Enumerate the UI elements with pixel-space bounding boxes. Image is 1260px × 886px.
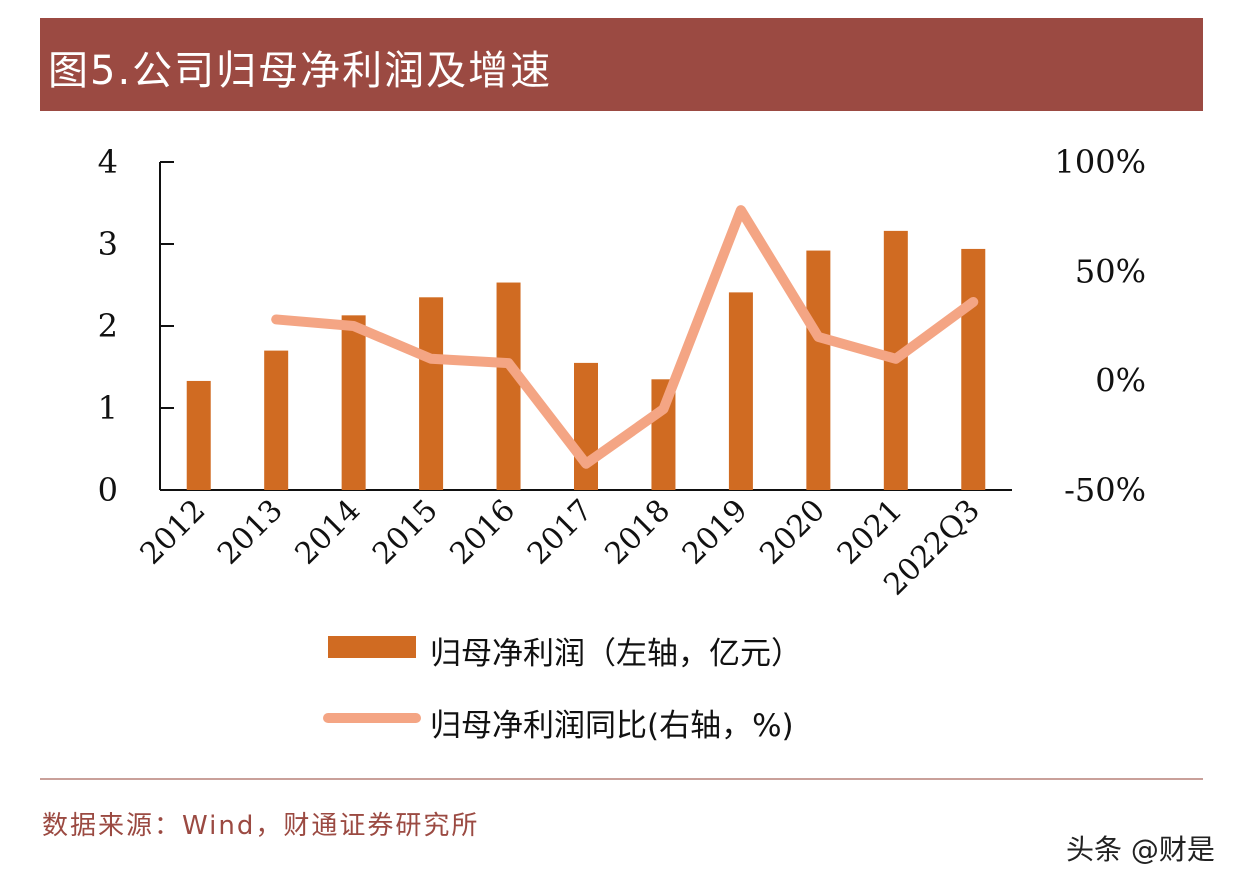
x-tick-label: 2013 [211, 493, 290, 572]
line-point-2014 [352, 325, 355, 327]
left-tick-label: 0 [98, 471, 118, 509]
line-point-2020 [817, 335, 820, 338]
bar-2016 [496, 282, 521, 490]
bar-2012 [186, 380, 211, 490]
left-tick-label: 4 [98, 143, 118, 181]
divider [40, 778, 1203, 780]
x-tick-label: 2015 [366, 493, 445, 572]
line-point-2015 [430, 357, 433, 360]
line-point-2022Q3 [972, 300, 975, 303]
right-tick-label: 0% [1095, 362, 1146, 400]
line-point-2018 [662, 408, 665, 411]
title-banner: 图5.公司归母净利润及增速 [40, 18, 1203, 111]
x-tick-label: 2014 [289, 493, 368, 572]
x-tick-label: 2012 [134, 493, 213, 572]
right-tick-label: -50% [1064, 471, 1146, 509]
legend-swatch-bar [328, 636, 416, 658]
x-tick-label: 2018 [598, 493, 677, 572]
bar-2020 [806, 250, 831, 490]
line-point-2021 [894, 357, 897, 360]
x-tick-label: 2019 [676, 493, 755, 572]
watermark: 头条 @财是 [1066, 833, 1215, 866]
bar-2014 [341, 315, 366, 490]
line-point-2017 [585, 462, 587, 465]
line-point-2019 [739, 209, 742, 212]
bar-2017 [574, 362, 598, 490]
source-note: 数据来源：Wind，财通证券研究所 [42, 811, 480, 841]
left-tick-label: 1 [98, 389, 118, 427]
right-tick-label: 50% [1075, 252, 1146, 290]
right-tick-label: 100% [1055, 143, 1146, 181]
chart-title: 图5.公司归母净利润及增速 [48, 48, 553, 94]
left-tick-label: 2 [98, 307, 118, 345]
bar-2022Q3 [961, 248, 986, 490]
bar-2019 [728, 292, 753, 490]
bar-2013 [264, 350, 289, 490]
left-tick-label: 3 [98, 225, 118, 263]
line-point-2016 [507, 362, 510, 365]
x-tick-label: 2017 [521, 493, 600, 572]
legend-label-bar: 归母净利润（左轴，亿元） [430, 636, 802, 672]
line-point-2013 [275, 318, 278, 321]
x-tick-label: 2016 [443, 493, 522, 572]
legend-label-line: 归母净利润同比(右轴，%) [430, 708, 794, 744]
x-tick-label: 2020 [753, 493, 832, 572]
bar-2015 [419, 297, 444, 490]
growth-line [271, 205, 979, 469]
